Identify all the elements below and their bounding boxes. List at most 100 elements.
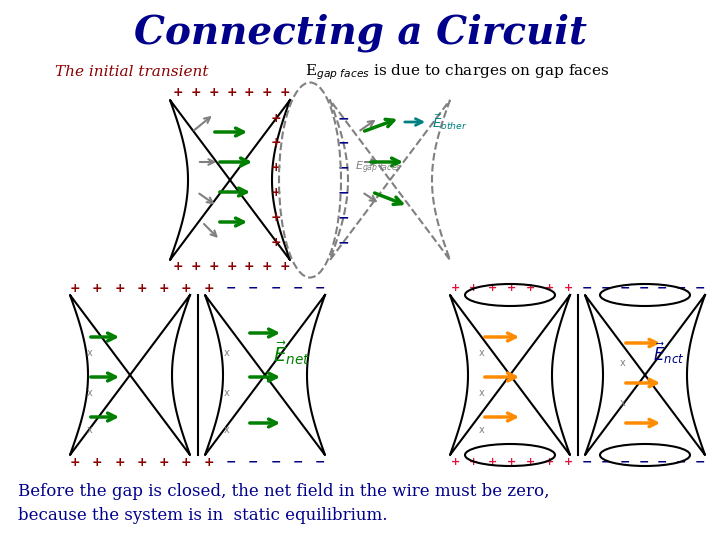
- Text: +: +: [526, 457, 535, 467]
- Text: +: +: [271, 186, 282, 199]
- Text: x: x: [87, 348, 93, 358]
- Text: +: +: [526, 283, 535, 293]
- Polygon shape: [205, 295, 325, 455]
- Text: −: −: [638, 456, 649, 469]
- Text: +: +: [488, 283, 498, 293]
- Text: x: x: [479, 348, 485, 358]
- Text: −: −: [582, 456, 592, 469]
- Text: +: +: [244, 86, 255, 99]
- Text: +: +: [159, 456, 169, 469]
- Text: +: +: [451, 283, 459, 293]
- Text: −: −: [619, 281, 630, 294]
- Text: +: +: [507, 457, 516, 467]
- Text: +: +: [271, 136, 282, 149]
- Text: −: −: [676, 456, 686, 469]
- Text: −: −: [270, 456, 281, 469]
- Text: +: +: [137, 281, 147, 294]
- Text: $\vec{E}_{net}$: $\vec{E}_{net}$: [273, 339, 310, 367]
- Text: +: +: [262, 86, 272, 99]
- Polygon shape: [330, 100, 450, 260]
- Text: +: +: [208, 86, 219, 99]
- Polygon shape: [450, 295, 570, 455]
- Text: +: +: [173, 260, 184, 273]
- Text: x: x: [87, 388, 93, 398]
- Text: −: −: [582, 281, 592, 294]
- Text: +: +: [114, 456, 125, 469]
- Text: +: +: [262, 260, 272, 273]
- Text: The initial transient: The initial transient: [55, 65, 209, 79]
- Polygon shape: [70, 295, 190, 455]
- Text: x: x: [620, 398, 626, 408]
- Text: +: +: [279, 86, 290, 99]
- Text: −: −: [270, 281, 281, 294]
- Text: +: +: [226, 86, 237, 99]
- Text: +: +: [564, 457, 572, 467]
- Text: −: −: [600, 281, 611, 294]
- Polygon shape: [170, 100, 290, 260]
- Text: +: +: [173, 86, 184, 99]
- Text: +: +: [226, 260, 237, 273]
- Text: +: +: [208, 260, 219, 273]
- Text: +: +: [271, 161, 282, 174]
- Text: −: −: [638, 281, 649, 294]
- Text: −: −: [337, 235, 348, 249]
- Text: −: −: [337, 210, 348, 224]
- Text: +: +: [271, 211, 282, 224]
- Text: +: +: [191, 86, 201, 99]
- Text: x: x: [224, 388, 230, 398]
- Text: +: +: [203, 456, 214, 469]
- Text: −: −: [337, 160, 348, 174]
- Text: +: +: [271, 235, 282, 248]
- Text: −: −: [600, 456, 611, 469]
- Text: −: −: [337, 136, 348, 150]
- Text: +: +: [70, 281, 81, 294]
- Text: −: −: [337, 111, 348, 125]
- Text: −: −: [292, 456, 303, 469]
- Polygon shape: [585, 295, 705, 455]
- Text: $\vec{E}_{nct}$: $\vec{E}_{nct}$: [653, 340, 685, 366]
- Text: x: x: [87, 425, 93, 435]
- Text: +: +: [271, 111, 282, 125]
- Text: +: +: [159, 281, 169, 294]
- Text: +: +: [244, 260, 255, 273]
- Text: +: +: [564, 283, 572, 293]
- Text: $\vec{E}_{other}$: $\vec{E}_{other}$: [432, 112, 468, 132]
- Text: −: −: [619, 456, 630, 469]
- Text: E$_{gap\ faces}$ is due to charges on gap faces: E$_{gap\ faces}$ is due to charges on ga…: [305, 62, 609, 82]
- Text: +: +: [469, 457, 479, 467]
- Text: +: +: [279, 260, 290, 273]
- Text: +: +: [181, 281, 192, 294]
- Text: +: +: [451, 457, 459, 467]
- Text: +: +: [203, 281, 214, 294]
- Text: −: −: [695, 281, 706, 294]
- Text: x: x: [224, 425, 230, 435]
- Text: +: +: [469, 283, 479, 293]
- Text: −: −: [225, 281, 236, 294]
- Text: x: x: [479, 388, 485, 398]
- Text: −: −: [657, 281, 667, 294]
- Text: +: +: [544, 457, 554, 467]
- Text: +: +: [137, 456, 147, 469]
- Text: −: −: [695, 456, 706, 469]
- Text: −: −: [315, 456, 325, 469]
- Text: −: −: [248, 281, 258, 294]
- Text: −: −: [315, 281, 325, 294]
- Text: Connecting a Circuit: Connecting a Circuit: [133, 14, 587, 52]
- Text: +: +: [70, 456, 81, 469]
- Text: +: +: [544, 283, 554, 293]
- Text: +: +: [507, 283, 516, 293]
- Text: −: −: [248, 456, 258, 469]
- Text: −: −: [292, 281, 303, 294]
- Text: $E_{gap\ faces}$: $E_{gap\ faces}$: [355, 160, 401, 176]
- Text: x: x: [224, 348, 230, 358]
- Text: −: −: [657, 456, 667, 469]
- Text: Before the gap is closed, the net field in the wire must be zero,: Before the gap is closed, the net field …: [18, 483, 549, 501]
- Text: −: −: [337, 185, 348, 199]
- Text: −: −: [225, 456, 236, 469]
- Text: +: +: [488, 457, 498, 467]
- Text: because the system is in  static equilibrium.: because the system is in static equilibr…: [18, 508, 387, 524]
- Text: +: +: [114, 281, 125, 294]
- Text: +: +: [92, 281, 102, 294]
- Text: x: x: [620, 358, 626, 368]
- Text: x: x: [479, 425, 485, 435]
